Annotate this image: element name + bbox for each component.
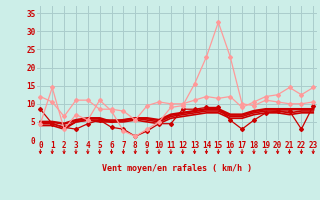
X-axis label: Vent moyen/en rafales ( km/h ): Vent moyen/en rafales ( km/h ) xyxy=(102,164,252,173)
